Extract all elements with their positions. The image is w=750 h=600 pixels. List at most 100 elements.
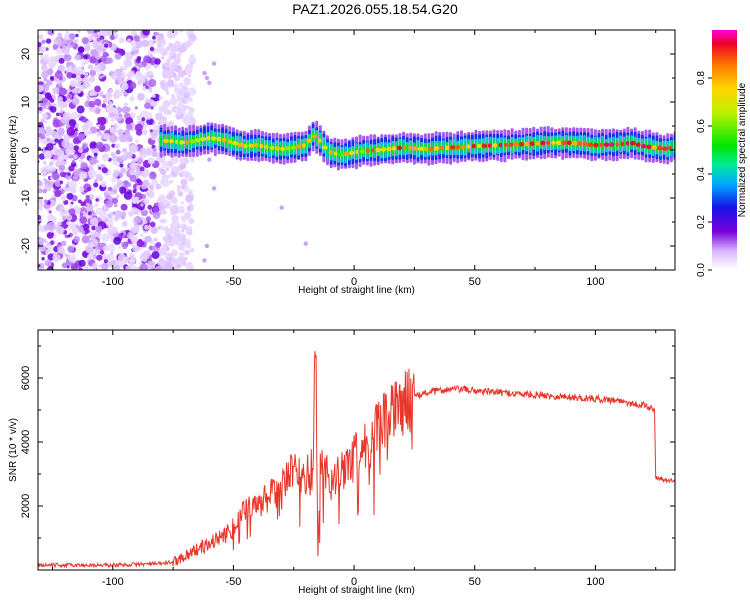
- colorbar-cell: [712, 120, 737, 123]
- heatmap-speckle: [184, 40, 192, 48]
- heatmap-speckle: [38, 153, 46, 160]
- heatmap-speckle: [119, 163, 124, 168]
- heatmap-speckle: [63, 103, 68, 108]
- colorbar-cell: [712, 124, 737, 127]
- heatmap-speckle: [145, 85, 149, 90]
- heatmap-ridge-core: [396, 145, 403, 151]
- heatmap-speckle: [162, 227, 167, 232]
- heatmap-speckle: [98, 264, 102, 268]
- heatmap-speckle: [102, 51, 109, 57]
- snr-y-tick-label: 4000: [20, 430, 32, 454]
- heatmap-ridge-core: [423, 146, 429, 152]
- heatmap-speckle: [120, 232, 124, 236]
- heatmap-speckle: [177, 70, 184, 77]
- heatmap-speckle: [148, 78, 157, 88]
- heatmap-speckle: [111, 197, 118, 205]
- heatmap-speckle: [52, 254, 61, 262]
- heatmap-speckle: [110, 226, 116, 232]
- heatmap-speckle: [188, 218, 195, 224]
- heatmap-cells: [38, 30, 675, 270]
- snr-x-axis-label: Height of straight line (km): [298, 585, 415, 596]
- heatmap-speckle: [45, 38, 52, 44]
- heatmap-speckle: [172, 221, 177, 226]
- heatmap-speckle: [123, 58, 132, 68]
- colorbar-tick-label: 0.6: [696, 119, 707, 133]
- heatmap-band-cell: [644, 141, 648, 151]
- heatmap-ridge-core: [661, 146, 669, 151]
- heatmap-speckle: [71, 244, 76, 248]
- heatmap-speckle: [111, 117, 116, 122]
- colorbar-cell: [712, 196, 737, 199]
- heatmap-speckle: [38, 197, 45, 205]
- heatmap-ridge-core: [641, 144, 646, 149]
- heatmap-ridge-core: [546, 140, 550, 145]
- heatmap-speckle: [190, 158, 195, 163]
- heatmap-speckle: [149, 129, 153, 133]
- heatmap-speckle: [87, 253, 95, 261]
- heatmap-speckle: [207, 157, 212, 162]
- colorbar-cell: [712, 150, 737, 153]
- heatmap-speckle: [94, 179, 98, 183]
- colorbar-cell: [712, 216, 737, 219]
- heatmap-ridge-core: [571, 140, 578, 146]
- colorbar-cell: [712, 224, 737, 227]
- colorbar-cell: [712, 42, 737, 45]
- heatmap-speckle: [80, 201, 86, 207]
- heatmap-speckle: [134, 139, 140, 144]
- heatmap-speckle: [79, 212, 84, 216]
- heatmap-speckle: [131, 243, 134, 246]
- colorbar-cell: [712, 266, 737, 269]
- heatmap-speckle: [63, 134, 70, 141]
- heatmap-speckle: [129, 169, 136, 176]
- heatmap-speckle: [152, 211, 161, 220]
- colorbar-cell: [712, 86, 737, 89]
- heatmap-speckle: [178, 233, 187, 242]
- colorbar-cell: [712, 204, 737, 207]
- heatmap-speckle: [70, 112, 79, 120]
- figure-title: PAZ1.2026.055.18.54.G20: [292, 1, 458, 17]
- heatmap-ridge-core: [615, 142, 619, 147]
- heatmap-ridge-core: [466, 144, 471, 149]
- heatmap-speckle: [122, 153, 127, 157]
- heatmap-speckle: [57, 221, 62, 226]
- heatmap-speckle: [41, 97, 48, 104]
- heatmap-speckle: [41, 70, 49, 79]
- colorbar-cell: [712, 56, 737, 59]
- heatmap-speckle: [88, 169, 97, 178]
- colorbar-cell: [712, 66, 737, 69]
- heatmap-ridge-core: [504, 142, 508, 148]
- heatmap-ridge-core: [593, 143, 599, 148]
- heatmap-speckle: [165, 246, 170, 251]
- heatmap-speckle: [61, 45, 71, 55]
- heatmap-speckle: [97, 117, 103, 123]
- heatmap-ridge-core: [498, 142, 502, 148]
- heatmap-ridge-core: [216, 137, 222, 142]
- colorbar-cell: [712, 218, 737, 221]
- heatmap-speckle: [113, 203, 118, 208]
- heatmap-speckle: [42, 160, 47, 165]
- heatmap-speckle: [38, 188, 43, 194]
- heatmap-ridge-core: [471, 144, 476, 149]
- heatmap-ridge-core: [274, 146, 280, 151]
- heatmap-speckle: [47, 30, 55, 36]
- heatmap-speckle: [81, 123, 90, 132]
- heatmap-ridge-core: [290, 145, 296, 150]
- colorbar-cell: [712, 62, 737, 65]
- heatmap-speckle: [46, 137, 51, 142]
- heatmap-speckle: [185, 172, 193, 180]
- heatmap-speckle: [160, 168, 167, 176]
- colorbar-cell: [712, 246, 737, 249]
- heatmap-speckle: [111, 107, 116, 113]
- heatmap-speckle: [119, 186, 127, 194]
- heatmap-speckle: [146, 260, 156, 270]
- colorbar-cell: [712, 30, 737, 33]
- heatmap-speckle: [81, 143, 88, 150]
- colorbar-cell: [712, 144, 737, 147]
- colorbar-cell: [712, 146, 737, 149]
- heatmap-speckle: [144, 224, 150, 230]
- heatmap-speckle: [68, 119, 77, 127]
- heatmap-speckle: [38, 244, 47, 252]
- heatmap-speckle: [68, 180, 78, 189]
- heatmap-speckle: [97, 243, 103, 248]
- heatmap-speckle: [49, 163, 53, 167]
